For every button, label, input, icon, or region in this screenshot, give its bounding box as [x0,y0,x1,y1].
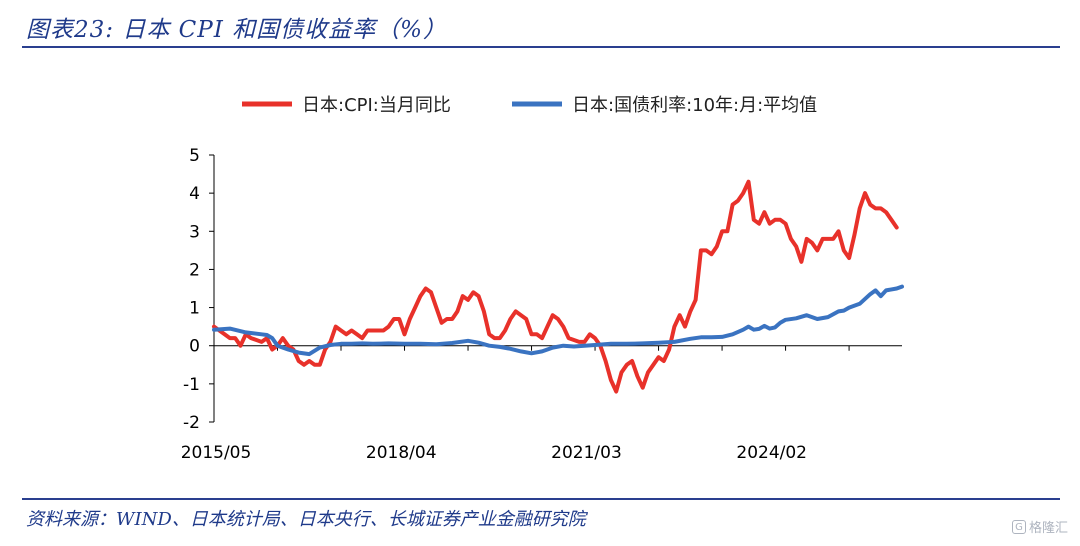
watermark: G 格隆汇 [1011,517,1068,536]
x-tick-label: 2015/05 [181,443,252,463]
header-divider [22,46,1060,48]
chart-figure-title: 图表23: 日本 CPI 和国债收益率（%） [26,17,447,43]
axes: 5 4 3 2 1 0 -1 -2 2015/05 2018/04 2021/03 2024/02 [181,146,902,463]
source-note: 资料来源：WIND、日本统计局、日本央行、长城证券产业金融研究院 [26,509,586,530]
y-tick-label: -1 [183,375,200,395]
jgb-10y-yield-line [212,284,904,357]
x-tick-label: 2018/04 [366,443,437,463]
watermark-text: 格隆汇 [1028,521,1068,536]
y-tick-label: 4 [189,184,200,204]
y-tick-label: 0 [189,337,200,357]
y-tick-label: 5 [189,146,200,166]
footer-divider [22,498,1060,500]
x-tick-label: 2021/03 [551,443,622,463]
cpi-yoy-line [212,179,899,394]
x-tick-label: 2024/02 [736,443,807,463]
series-layer [212,179,904,394]
legend-label: 日本:CPI:当月同比 [302,95,451,116]
legend-label: 日本:国债利率:10年:月:平均值 [572,95,817,116]
y-tick-label: 3 [189,222,200,242]
legend: 日本:CPI:当月同比 日本:国债利率:10年:月:平均值 [242,95,817,116]
gelonghui-logo-icon: G [1011,519,1026,534]
y-tick-label: 1 [189,299,200,319]
y-tick-label: -2 [183,413,200,433]
y-tick-label: 2 [189,260,200,280]
